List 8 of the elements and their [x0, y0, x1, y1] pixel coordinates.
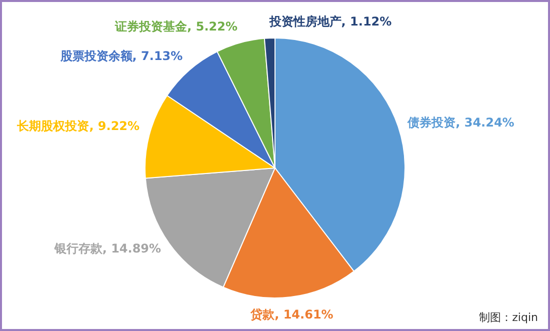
slice-label: 银行存款, 14.89% [53, 242, 162, 256]
slice-label: 债券投资, 34.24% [406, 115, 514, 130]
slice-label: 证券投资基金, 5.22% [114, 19, 238, 34]
slice-label: 长期股权投资, 9.22% [16, 118, 140, 133]
text: 制图：ziqin [479, 311, 538, 324]
slice-label: 贷款, 14.61% [250, 307, 334, 322]
slice-label: 投资性房地产, 1.12% [268, 14, 392, 28]
slice-label: 股票投资余额, 7.13% [59, 49, 183, 64]
